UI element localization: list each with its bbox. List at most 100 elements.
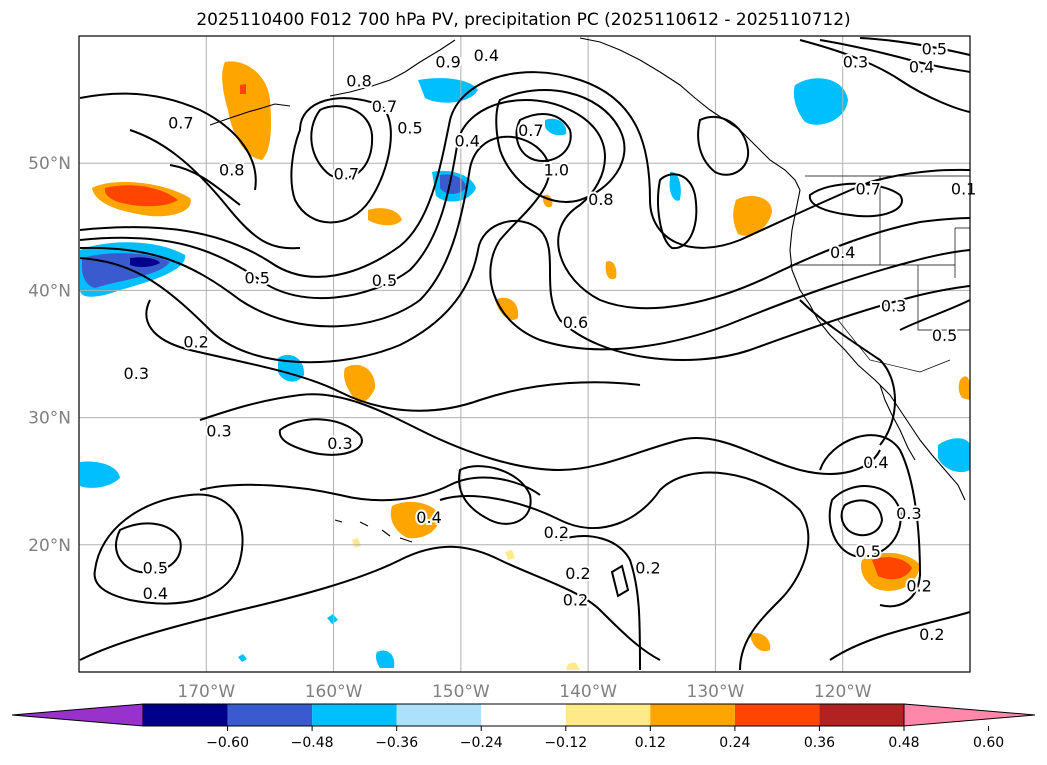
lon-tick-label: 140°W [559, 682, 617, 700]
contour-05-f [859, 37, 971, 56]
contour-label: 0.5 [932, 326, 957, 345]
contour-label: 0.2 [183, 332, 208, 351]
map-frame [78, 35, 971, 673]
contour-label: 0.6 [563, 313, 588, 332]
precip-pos-6 [605, 260, 617, 280]
contour-label: 0.3 [843, 52, 868, 71]
border-states-1 [790, 176, 970, 331]
colorbar-extend-max [903, 703, 1036, 727]
colorbar-segment [819, 704, 904, 726]
colorbar-segment [227, 704, 313, 726]
coastline-west-coast [789, 189, 966, 501]
contour-08-c [495, 89, 626, 203]
contour-04-d [828, 485, 902, 558]
contour-05-e [899, 299, 971, 331]
colorbar-tick-label: 0.24 [719, 735, 750, 751]
colorbar-tick-label: −0.36 [375, 735, 418, 751]
contour-small-1 [610, 564, 630, 598]
lat-tick-label: 30°N [28, 409, 71, 429]
precip-neg-10 [376, 650, 395, 668]
contour-label: 0.2 [635, 559, 660, 578]
contour-label: 0.8 [219, 161, 244, 180]
contour-label: 0.4 [863, 453, 888, 472]
contour-02-c [458, 465, 532, 525]
contour-05-b [199, 393, 881, 475]
coastline-baja [879, 384, 916, 461]
contour-label: 0.7 [168, 113, 193, 132]
contour-label: 0.3 [124, 364, 149, 383]
contour-jet-4 [79, 220, 971, 364]
contour-08-d [697, 115, 750, 176]
contour-03-c [79, 545, 501, 661]
contour-label: 0.7 [372, 97, 397, 116]
contour-02-f [829, 611, 971, 661]
contour-label: 0.2 [565, 564, 590, 583]
contour-02-e [499, 559, 661, 661]
coastline-aleutians [209, 39, 456, 126]
colorbar-segment [143, 704, 228, 726]
contour-jet-2 [79, 99, 971, 310]
contour-04-e [799, 39, 971, 113]
contour-02-b [199, 476, 541, 502]
colorbar-tick-label: −0.60 [206, 735, 249, 751]
contour-label: 0.4 [474, 46, 499, 65]
colorbar-segment [312, 704, 397, 726]
contour-02-d [559, 535, 641, 671]
contour-04-f [657, 173, 698, 250]
lat-tick-label: 20°N [28, 536, 71, 556]
contour-label: 0.9 [435, 52, 460, 71]
colorbar-tick-label: 0.48 [888, 735, 919, 751]
contour-label: 0.8 [346, 72, 371, 91]
contour-01-a [439, 471, 810, 671]
lon-tick-label: 120°W [814, 682, 872, 700]
contour-jet-1 [79, 71, 971, 278]
contour-05-d [840, 499, 884, 537]
colorbar-segment [650, 704, 735, 726]
contour-label: 0.2 [563, 590, 588, 609]
precip-pos-9 [390, 501, 440, 539]
colorbar-frame [142, 703, 905, 727]
colorbar-tick-label: −0.48 [291, 735, 334, 751]
contour-04-c [93, 493, 244, 605]
contour-08-a [169, 164, 241, 206]
precip-neg-1c [130, 257, 160, 268]
contour-label: 0.3 [881, 297, 906, 316]
lon-tick-label: 170°W [177, 682, 235, 700]
precip-pos-11 [505, 550, 515, 560]
contour-08-b [515, 113, 572, 162]
contour-label: 0.5 [922, 40, 947, 59]
colorbar-ticks: −0.60 −0.48 −0.36 −0.24 −0.12 0.12 0.24 0.36 0.4… [206, 726, 1004, 751]
contour-label: 0.3 [896, 504, 921, 523]
contour-label: 0.5 [855, 542, 880, 561]
contour-label: 0.5 [143, 559, 168, 578]
precip-pos-8 [344, 364, 376, 403]
lat-tick-label: 50°N [28, 154, 71, 174]
contour-07-a [129, 129, 301, 250]
precip-neg-11 [327, 614, 338, 624]
map-title: 2025110400 F012 700 hPa PV, precipitatio… [196, 10, 851, 30]
precip-pos-2b [104, 185, 178, 207]
borders [790, 175, 970, 373]
precip-neg-3b [440, 174, 466, 194]
contour-05-g [290, 97, 392, 224]
precip-neg-5 [669, 171, 681, 201]
contour-label: 0.4 [830, 243, 855, 262]
precip-neg-12 [238, 654, 247, 662]
contour-label: 0.2 [544, 523, 569, 542]
colorbar-extend-min [11, 703, 144, 727]
precip-pos-1b [240, 84, 246, 94]
colorbar-segments [11, 703, 1036, 727]
contour-03-e [799, 299, 896, 446]
precip-neg-4 [545, 118, 567, 136]
pv-contours [79, 37, 971, 671]
contour-03-west [79, 92, 257, 191]
lon-tick-label: 150°W [432, 682, 490, 700]
precip-pos-5 [733, 196, 772, 236]
precip-neg-9 [938, 438, 970, 473]
contour-label: 0.7 [518, 121, 543, 140]
contour-label: 0.8 [588, 190, 613, 209]
contour-label: 0.3 [206, 421, 231, 440]
contour-label: 0.4 [454, 131, 479, 150]
contour-jet-3 [79, 135, 971, 351]
precip-pos-13 [750, 632, 771, 652]
